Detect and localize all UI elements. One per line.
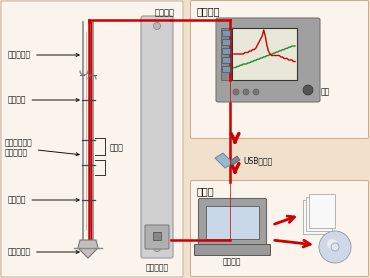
- Circle shape: [154, 244, 161, 252]
- Polygon shape: [215, 153, 233, 168]
- FancyBboxPatch shape: [303, 200, 329, 234]
- FancyBboxPatch shape: [309, 194, 335, 228]
- FancyBboxPatch shape: [222, 57, 230, 63]
- Text: 感知器: 感知器: [110, 143, 124, 153]
- Circle shape: [303, 85, 313, 95]
- FancyBboxPatch shape: [222, 39, 230, 45]
- FancyBboxPatch shape: [222, 66, 230, 72]
- FancyBboxPatch shape: [232, 28, 297, 80]
- Text: パソコン: パソコン: [223, 257, 241, 267]
- Circle shape: [327, 239, 337, 249]
- FancyBboxPatch shape: [195, 244, 270, 255]
- FancyBboxPatch shape: [306, 197, 332, 231]
- Text: 深度検出器: 深度検出器: [145, 264, 169, 272]
- Text: 被感知材: 被感知材: [8, 96, 79, 105]
- FancyBboxPatch shape: [145, 225, 169, 249]
- Circle shape: [154, 23, 161, 29]
- Text: 事務所: 事務所: [197, 186, 215, 196]
- FancyBboxPatch shape: [141, 16, 173, 258]
- Circle shape: [331, 243, 339, 251]
- Text: 管理装置: 管理装置: [197, 6, 221, 16]
- Circle shape: [233, 89, 239, 95]
- FancyBboxPatch shape: [222, 30, 230, 36]
- Circle shape: [253, 89, 259, 95]
- Text: 先端シュー: 先端シュー: [8, 247, 79, 257]
- Polygon shape: [78, 240, 98, 258]
- Polygon shape: [230, 156, 240, 165]
- FancyBboxPatch shape: [198, 198, 266, 247]
- FancyBboxPatch shape: [191, 180, 369, 277]
- FancyBboxPatch shape: [206, 206, 259, 239]
- Text: ケーシング: ケーシング: [8, 51, 79, 59]
- Text: USBメモリ: USBメモリ: [243, 157, 272, 165]
- FancyBboxPatch shape: [222, 48, 230, 54]
- FancyBboxPatch shape: [216, 18, 320, 102]
- Circle shape: [319, 231, 351, 263]
- Text: ケーブル: ケーブル: [155, 9, 175, 18]
- Text: 電源: 電源: [321, 88, 330, 96]
- FancyBboxPatch shape: [221, 28, 231, 80]
- FancyBboxPatch shape: [1, 1, 183, 277]
- Circle shape: [243, 89, 249, 95]
- Text: 被感知材: 被感知材: [8, 195, 79, 205]
- Text: 被感知材つき
ドレーン材: 被感知材つき ドレーン材: [5, 138, 79, 158]
- FancyBboxPatch shape: [191, 1, 369, 138]
- FancyBboxPatch shape: [153, 232, 161, 240]
